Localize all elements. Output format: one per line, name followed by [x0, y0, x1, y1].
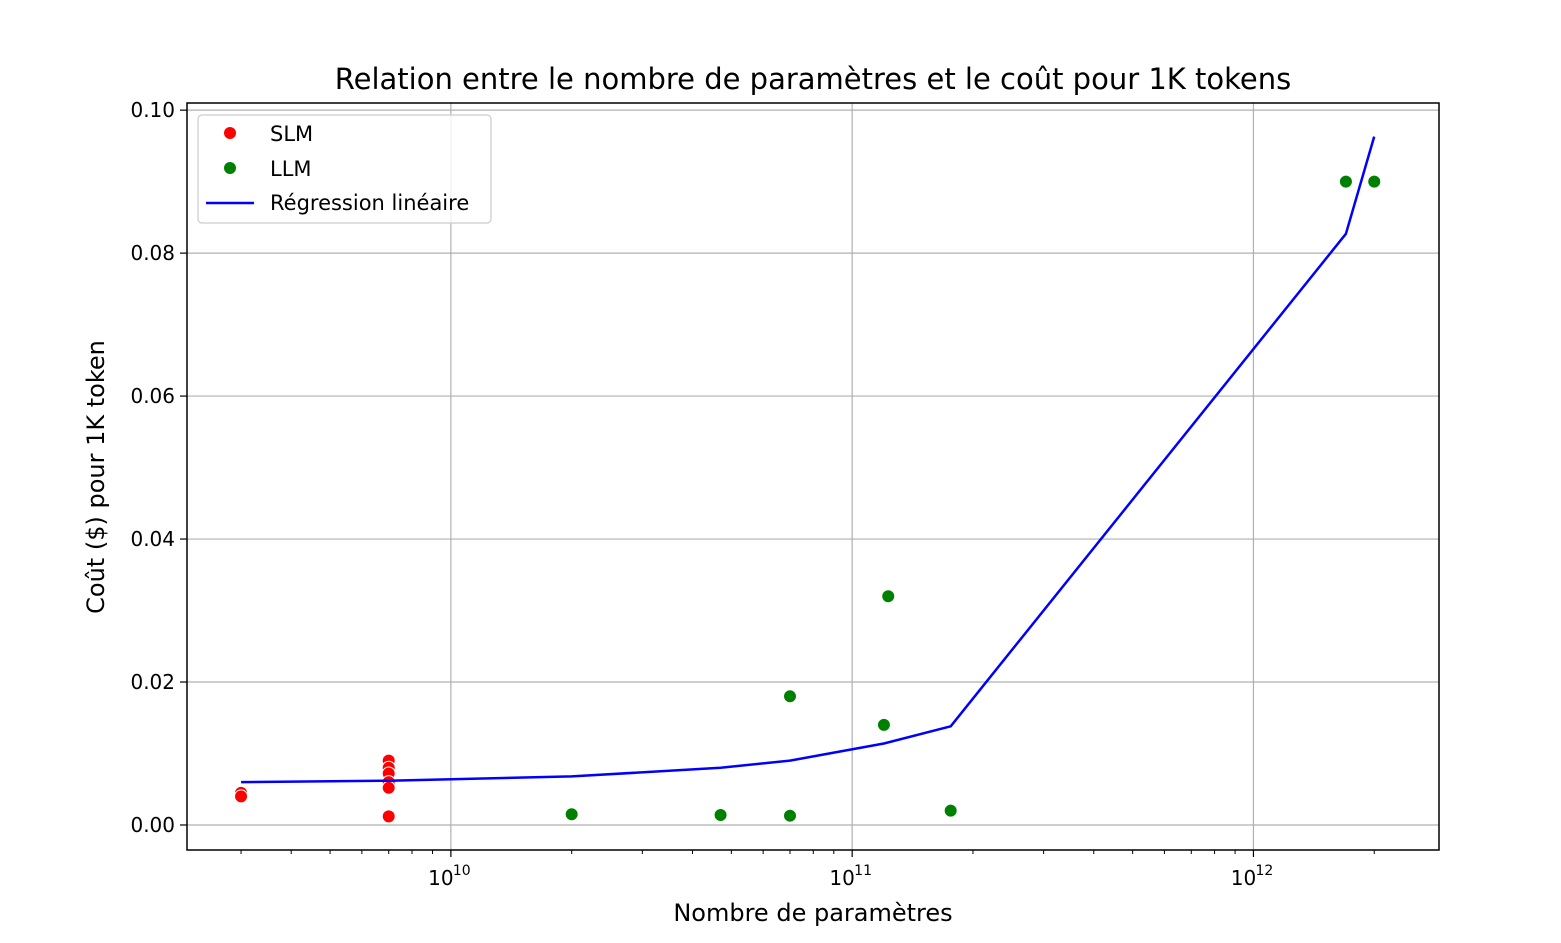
- data-point: [783, 808, 798, 823]
- legend: SLM LLM Régression linéaire: [197, 114, 492, 224]
- data-point: [783, 689, 798, 704]
- series-r-gression-lin-aire: [241, 136, 1376, 784]
- series: [234, 136, 1382, 824]
- data-point: [876, 717, 891, 732]
- legend-marker-slm: [224, 127, 236, 139]
- legend-marker-llm: [224, 162, 236, 174]
- data-point: [564, 807, 579, 822]
- regression-line: [241, 136, 1376, 784]
- legend-label-llm: LLM: [270, 157, 312, 181]
- x-tick-label: 10: [428, 866, 453, 890]
- x-tick-label: 10: [1231, 866, 1256, 890]
- y-tick-label: 0.00: [130, 813, 175, 837]
- grid: [187, 103, 1439, 850]
- data-point: [381, 780, 396, 795]
- x-tick-label: 10: [829, 866, 854, 890]
- y-tick-label: 0.04: [130, 527, 175, 551]
- series-slm: [234, 753, 396, 824]
- y-tick-label: 0.08: [130, 241, 175, 265]
- legend-label-regression: Régression linéaire: [270, 191, 469, 215]
- legend-label-slm: SLM: [270, 122, 313, 146]
- series-llm: [564, 174, 1382, 823]
- data-point: [1367, 174, 1382, 189]
- y-tick-label: 0.06: [130, 384, 175, 408]
- data-point: [381, 809, 396, 824]
- y-tick-label: 0.10: [130, 98, 175, 122]
- data-point: [713, 807, 728, 822]
- data-point: [1338, 174, 1353, 189]
- plot-frame: [186, 102, 1440, 851]
- y-axis-label: Coût ($) pour 1K token: [82, 340, 110, 614]
- x-tick-label-exponent: 10: [453, 863, 471, 879]
- chart-title: Relation entre le nombre de paramètres e…: [335, 62, 1292, 96]
- data-point: [234, 789, 249, 804]
- data-point: [881, 589, 896, 604]
- data-point: [943, 803, 958, 818]
- legend-frame: [197, 114, 492, 224]
- y-tick-label: 0.02: [130, 670, 175, 694]
- x-tick-label-exponent: 12: [1255, 863, 1273, 879]
- x-tick-label-exponent: 11: [854, 863, 872, 879]
- x-axis-label: Nombre de paramètres: [673, 899, 952, 927]
